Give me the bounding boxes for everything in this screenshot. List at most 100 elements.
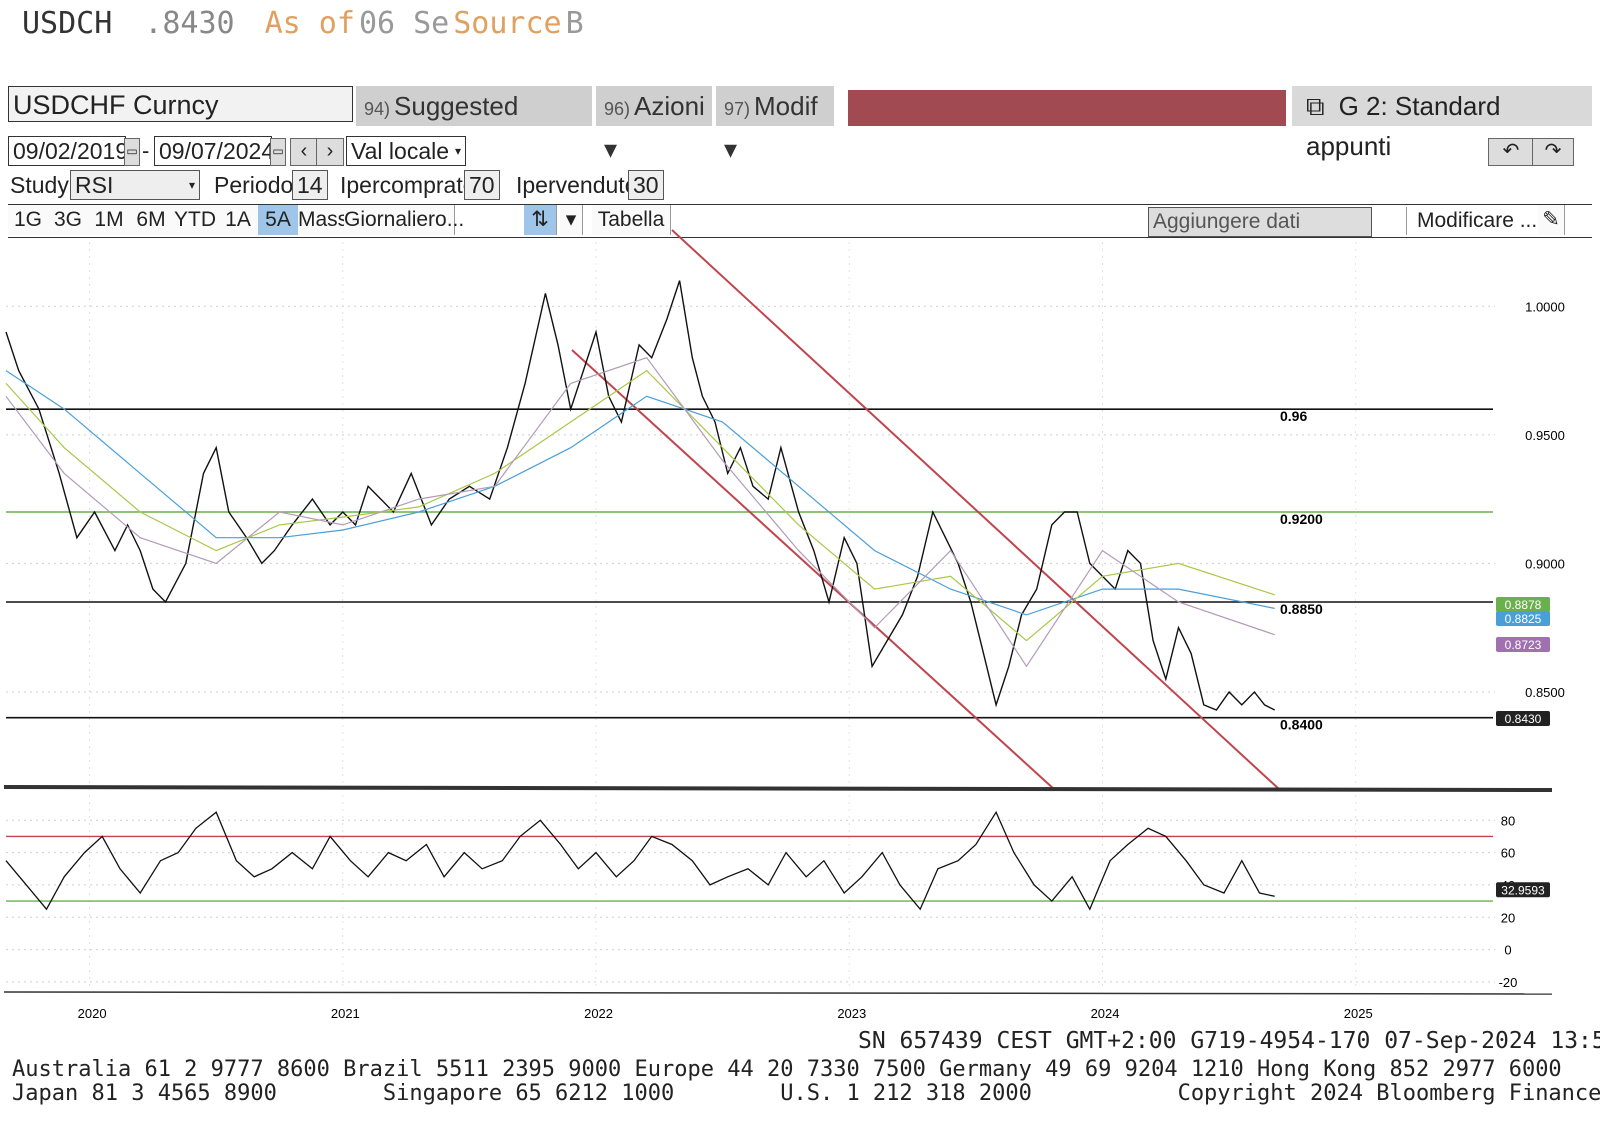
price-chart: 1.00000.95000.90000.8500806040200-200.96… bbox=[3, 229, 1565, 1021]
end-calendar-icon[interactable]: ▭ bbox=[270, 138, 286, 166]
study-select[interactable]: RSI ▾ bbox=[70, 170, 200, 200]
add-data-input[interactable]: Aggiungere dati bbox=[1148, 207, 1372, 237]
ticker-symbol: USDCH bbox=[22, 6, 113, 41]
x-tick-label: 2020 bbox=[78, 1006, 107, 1021]
standard-layout-button[interactable]: ⧉ G 2: Standard appunti bbox=[1292, 86, 1592, 161]
azioni-number: 96) bbox=[604, 99, 631, 119]
rsi-price-tag-label: 32.9593 bbox=[1501, 883, 1545, 897]
y-tick-label: 0.9500 bbox=[1525, 428, 1565, 443]
interval-icon[interactable]: ⇅ bbox=[524, 205, 557, 235]
table-button[interactable]: Tabella bbox=[592, 205, 671, 235]
level-label: 0.96 bbox=[1280, 408, 1307, 424]
end-date-input[interactable]: 09/07/2024 bbox=[154, 136, 274, 166]
suggested-charts-button[interactable]: 94)Suggested Charts bbox=[356, 86, 592, 164]
price-tag bbox=[1496, 611, 1550, 626]
footer-line-2: Japan 81 3 4565 8900 Singapore 65 6212 1… bbox=[12, 1081, 1600, 1106]
channel-lower-line bbox=[571, 349, 1056, 791]
as-of-label: As of bbox=[264, 6, 355, 41]
security-input[interactable]: USDCHF Curncy bbox=[8, 86, 353, 122]
oversold-input[interactable]: 30 bbox=[628, 170, 664, 200]
price-tag bbox=[1496, 711, 1550, 726]
price-tag-label: 0.8878 bbox=[1505, 598, 1542, 612]
start-date-input[interactable]: 09/02/2019 bbox=[8, 136, 128, 166]
range-ytd[interactable]: YTD bbox=[172, 205, 219, 235]
modif-menu[interactable]: 97) Modif ▾ bbox=[716, 86, 834, 164]
rsi-price-tag bbox=[1496, 882, 1550, 898]
source-value: B bbox=[565, 6, 584, 41]
chevron-down-icon: ▾ bbox=[188, 178, 195, 192]
overbought-input[interactable]: 70 bbox=[464, 170, 500, 200]
level-label: 0.9200 bbox=[1280, 511, 1323, 527]
price-tag-label: 0.8723 bbox=[1505, 638, 1542, 652]
y-tick-label: 0.8500 bbox=[1525, 685, 1565, 700]
rsi-series-line bbox=[5, 810, 1275, 911]
range-row: 1G 3G 1M 6M YTD 1A 5A Mass Giornaliero... ⇅ ▾ Ta… bbox=[8, 204, 1592, 238]
x-tick-label: 2021 bbox=[331, 1006, 360, 1021]
range-6m[interactable]: 6M bbox=[130, 205, 173, 235]
price-series-line bbox=[5, 280, 1276, 711]
standard-layout-label: G 2: Standard appunti bbox=[1306, 91, 1501, 161]
range-1a[interactable]: 1A bbox=[218, 205, 259, 235]
footer-line-1: Australia 61 2 9777 8600 Brazil 5511 239… bbox=[12, 1057, 1562, 1082]
x-tick-label: 2024 bbox=[1091, 1006, 1120, 1021]
moving-average-line bbox=[5, 369, 1275, 642]
undo-icon[interactable]: ↶ bbox=[1488, 138, 1534, 166]
modify-button[interactable]: Modificare ... bbox=[1406, 207, 1547, 235]
currency-value: Val locale bbox=[351, 138, 450, 164]
azioni-label: Azioni ▾ bbox=[604, 91, 705, 164]
footer-contacts: Australia 61 2 9777 8600 Brazil 5511 239… bbox=[12, 1057, 1600, 1106]
suggested-number: 94) bbox=[364, 99, 391, 119]
range-giornaliero[interactable]: Giornaliero... bbox=[344, 205, 464, 235]
overbought-label: Ipercomprato bbox=[340, 172, 476, 198]
redo-icon[interactable]: ↷ bbox=[1532, 138, 1574, 166]
price-tag-label: 0.8825 bbox=[1505, 612, 1542, 626]
chevron-down-icon: ▾ bbox=[454, 144, 461, 158]
source-label: Source bbox=[453, 6, 562, 41]
rsi-y-tick-label: -20 bbox=[1499, 975, 1518, 990]
session-info: SN 657439 CEST GMT+2:00 G719-4954-170 07… bbox=[858, 1028, 1600, 1054]
title-bar-fill bbox=[848, 90, 1286, 126]
x-tick-label: 2025 bbox=[1344, 1006, 1373, 1021]
next-period-icon[interactable]: › bbox=[316, 138, 344, 166]
currency-select[interactable]: Val locale ▾ bbox=[346, 136, 466, 166]
x-axis-line bbox=[3, 991, 1553, 995]
price-tag bbox=[1496, 597, 1550, 612]
range-mass[interactable]: Mass bbox=[298, 205, 348, 235]
rsi-y-tick-label: 60 bbox=[1501, 846, 1515, 861]
ticker-price: .8430 bbox=[144, 6, 235, 41]
price-tag-label: 0.8430 bbox=[1505, 712, 1542, 726]
channel-upper-line bbox=[671, 229, 1281, 791]
study-value: RSI bbox=[75, 172, 114, 198]
external-link-icon: ⧉ bbox=[1306, 91, 1325, 121]
chevron-down-icon[interactable]: ▾ bbox=[560, 205, 583, 235]
moving-average-line bbox=[5, 370, 1275, 616]
price-tag bbox=[1496, 637, 1550, 652]
period-label: Periodo bbox=[214, 172, 294, 198]
toolbar-top: USDCHF Curncy 94)Suggested Charts 96)Azi… bbox=[8, 86, 1592, 164]
x-tick-label: 2023 bbox=[837, 1006, 866, 1021]
rsi-y-tick-label: 0 bbox=[1504, 943, 1511, 958]
rsi-y-tick-label: 80 bbox=[1501, 813, 1515, 828]
range-1m[interactable]: 1M bbox=[88, 205, 131, 235]
ticker-line: USDCH .8430 As of 06 Se Source B bbox=[22, 6, 588, 41]
x-tick-label: 2022 bbox=[584, 1006, 613, 1021]
as-of-date: 06 Se bbox=[358, 6, 450, 41]
start-calendar-icon[interactable]: ▭ bbox=[124, 138, 140, 166]
edit-icon[interactable]: ✎ bbox=[1538, 205, 1565, 235]
y-tick-label: 0.9000 bbox=[1525, 556, 1565, 571]
oversold-label: Ipervenduto bbox=[516, 172, 638, 198]
y-tick-label: 1.0000 bbox=[1525, 299, 1565, 314]
range-5a[interactable]: 5A bbox=[258, 205, 299, 235]
range-3g[interactable]: 3G bbox=[48, 205, 89, 235]
modif-number: 97) bbox=[724, 99, 751, 119]
date-range-row: 09/02/2019 ▭ - 09/07/2024 ▭ ‹ › Val loca… bbox=[8, 136, 1592, 166]
rsi-y-tick-label: 20 bbox=[1501, 910, 1515, 925]
azioni-menu[interactable]: 96) Azioni ▾ bbox=[596, 86, 712, 164]
study-row: Study RSI ▾ Periodo 14 Ipercomprato 70 Ip… bbox=[8, 170, 708, 200]
level-label: 0.8400 bbox=[1280, 717, 1323, 733]
level-label: 0.8850 bbox=[1280, 601, 1323, 617]
panel-separator bbox=[3, 785, 1553, 792]
date-separator: - bbox=[142, 138, 150, 163]
period-input[interactable]: 14 bbox=[292, 170, 328, 200]
modif-label: Modif ▾ bbox=[724, 91, 818, 164]
